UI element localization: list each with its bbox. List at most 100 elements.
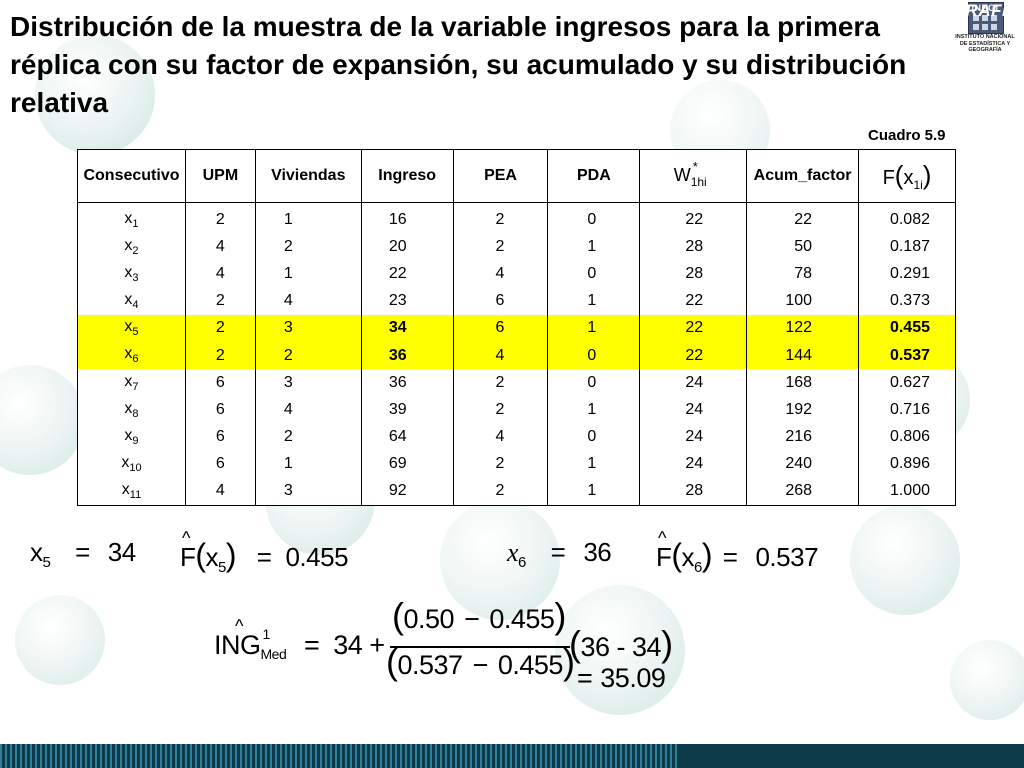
cell-consecutivo: x1 — [77, 202, 186, 234]
formula-numerator: (0.50−0.455) — [392, 595, 566, 636]
formula-x6: x6 = 36 — [507, 537, 612, 572]
cell-pda: 0 — [547, 369, 641, 397]
inegi-logo-subtitle: INSTITUTO NACIONAL DE ESTADÍSTICA Y GEOG… — [955, 34, 1015, 53]
cell-consecutivo: x3 — [77, 260, 186, 288]
cell-weight: 22 — [639, 341, 748, 370]
cell-consecutivo: x9 — [77, 423, 186, 451]
formula-factor-result: (36 - 34) = 35.09 — [569, 623, 673, 694]
cell-viviendas: 2 — [254, 423, 362, 451]
formula-f-hat-x6: F(x6) =0.537 — [656, 528, 819, 576]
cell-pda: 1 — [547, 233, 641, 261]
col-header-upm: UPM — [184, 149, 256, 203]
cell-weight: 24 — [639, 450, 748, 478]
formula-ing-base: = 34 + — [304, 630, 385, 660]
cell-viviendas: 2 — [254, 341, 362, 370]
cell-consecutivo: x8 — [77, 396, 186, 424]
table-row: x4 2 4 23 6 1 22 100 0.373 — [77, 287, 956, 315]
formula-f-hat-x5: F(x5) =0.455 — [180, 528, 349, 576]
cell-viviendas: 1 — [254, 202, 362, 234]
cell-pda: 0 — [547, 202, 641, 234]
footer-institution: INSTITUTO NACIONAL DE ESTADÍSTICA Y GEOG… — [546, 1, 1020, 20]
cell-pda: 0 — [547, 341, 641, 370]
cell-consecutivo: x10 — [77, 450, 186, 478]
col-header-viviendas: Viviendas — [254, 149, 362, 203]
table-row: x10 6 1 69 2 1 24 240 0.896 — [77, 450, 956, 478]
cell-upm: 4 — [184, 477, 256, 507]
cell-upm: 2 — [184, 314, 256, 342]
cell-viviendas: 1 — [254, 450, 362, 478]
cell-weight: 24 — [639, 396, 748, 424]
formula-hat-mark — [233, 616, 247, 637]
cell-acum-factor: 100 — [746, 287, 860, 315]
col-header-acum-factor: Acum_factor — [746, 149, 860, 203]
cell-weight: 28 — [639, 233, 748, 261]
cell-ingreso: 22 — [360, 260, 454, 288]
cell-consecutivo: x7 — [77, 369, 186, 397]
cell-ingreso: 23 — [360, 287, 454, 315]
cell-pda: 1 — [547, 314, 641, 342]
cell-upm: 6 — [184, 450, 256, 478]
col-header-pda: PDA — [547, 149, 641, 203]
cell-pda: 0 — [547, 423, 641, 451]
cell-pea: 4 — [452, 341, 549, 370]
formula-fraction-bar — [390, 646, 570, 648]
cell-cumulative-f: 0.537 — [858, 341, 956, 370]
cell-acum-factor: 78 — [746, 260, 860, 288]
cell-consecutivo: x6 — [77, 341, 186, 370]
col-header-ingreso: Ingreso — [360, 149, 454, 203]
cell-cumulative-f: 0.082 — [858, 202, 956, 234]
cell-pea: 2 — [452, 369, 549, 397]
cell-pea: 6 — [452, 287, 549, 315]
inegi-logo: INEGI INSTITUTO NACIONAL DE ESTADÍSTICA … — [946, 2, 1024, 53]
cell-upm: 4 — [184, 233, 256, 261]
cell-viviendas: 3 — [254, 314, 362, 342]
cell-acum-factor: 268 — [746, 477, 860, 507]
cell-cumulative-f: 0.627 — [858, 369, 956, 397]
cell-upm: 4 — [184, 260, 256, 288]
table-caption: Cuadro 5.9 — [868, 127, 946, 144]
cell-viviendas: 4 — [254, 396, 362, 424]
formula-denominator: (0.537−0.455) — [386, 641, 575, 682]
cell-cumulative-f: 0.806 — [858, 423, 956, 451]
cell-weight: 24 — [639, 369, 748, 397]
cell-cumulative-f: 0.187 — [858, 233, 956, 261]
cell-cumulative-f: 0.291 — [858, 260, 956, 288]
page-title: Distribución de la muestra de la variabl… — [10, 11, 907, 118]
cell-ingreso: 69 — [360, 450, 454, 478]
cell-pda: 1 — [547, 396, 641, 424]
cell-ingreso: 39 — [360, 396, 454, 424]
cell-weight: 28 — [639, 477, 748, 507]
cell-acum-factor: 168 — [746, 369, 860, 397]
cell-consecutivo: x4 — [77, 287, 186, 315]
cell-consecutivo: x5 — [77, 314, 186, 342]
cell-weight: 22 — [639, 314, 748, 342]
table-row: x9 6 2 64 4 0 24 216 0.806 — [77, 423, 956, 451]
col-header-cumulative-f: F(x1i) — [858, 149, 956, 203]
table-row: x11 4 3 92 2 1 28 268 1.000 — [77, 477, 956, 507]
cell-pea: 2 — [452, 450, 549, 478]
table-row: x8 6 4 39 2 1 24 192 0.716 — [77, 396, 956, 424]
table-body: x1 2 1 16 2 0 22 22 0.082 x2 4 2 20 2 1 28 50 0.187 x3 4 1 22… — [77, 202, 956, 507]
cell-cumulative-f: 0.455 — [858, 314, 956, 342]
cell-upm: 6 — [184, 369, 256, 397]
table-row: x6 2 2 36 4 0 22 144 0.537 — [77, 341, 956, 370]
cell-pea: 2 — [452, 396, 549, 424]
cell-upm: 2 — [184, 341, 256, 370]
formula-x5: x5 = 34 — [30, 537, 136, 572]
cell-viviendas: 4 — [254, 287, 362, 315]
cell-viviendas: 2 — [254, 233, 362, 261]
cell-cumulative-f: 0.373 — [858, 287, 956, 315]
cell-acum-factor: 192 — [746, 396, 860, 424]
cell-pea: 2 — [452, 477, 549, 507]
col-header-pea: PEA — [452, 149, 549, 203]
cell-upm: 6 — [184, 423, 256, 451]
cell-ingreso: 64 — [360, 423, 454, 451]
cell-upm: 2 — [184, 287, 256, 315]
cell-viviendas: 3 — [254, 477, 362, 507]
cell-ingreso: 34 — [360, 314, 454, 342]
cell-pda: 1 — [547, 450, 641, 478]
cell-pea: 2 — [452, 202, 549, 234]
sample-distribution-table: Consecutivo UPM Viviendas Ingreso PEA PD… — [77, 149, 956, 507]
table-row: x3 4 1 22 4 0 28 78 0.291 — [77, 260, 956, 288]
